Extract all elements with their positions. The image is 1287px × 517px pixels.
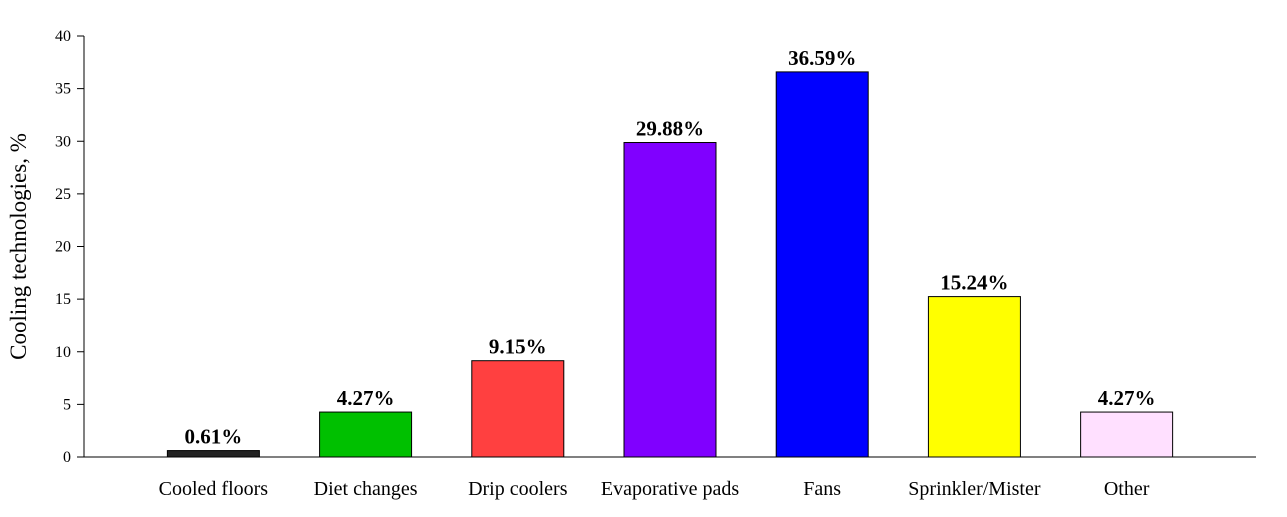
y-tick-label: 15: [55, 291, 71, 308]
bar: [1080, 411, 1174, 458]
y-tick-label: 20: [55, 239, 71, 256]
bar-value-label: 15.24%: [940, 271, 1008, 295]
bar-value-label: 29.88%: [636, 117, 704, 141]
x-category-label: Drip coolers: [468, 478, 568, 500]
x-category-label: Sprinkler/Mister: [908, 478, 1041, 500]
bar: [319, 411, 413, 458]
x-category-label: Diet changes: [314, 478, 418, 500]
bar-value-label: 9.15%: [489, 335, 547, 359]
y-tick-label: 30: [55, 133, 71, 150]
y-axis: 0 5 10 15 20 25 30 35 40: [55, 28, 85, 466]
bar-value-label: 4.27%: [1098, 386, 1156, 410]
bar: [775, 71, 869, 458]
y-axis-title: Cooling technologies, %: [6, 133, 31, 360]
x-category-label: Fans: [803, 478, 841, 500]
y-tick-label: 40: [55, 28, 71, 45]
bars: [166, 71, 1174, 458]
x-axis: Cooled floors Diet changes Drip coolers Eva…: [84, 456, 1256, 500]
y-tick-label: 35: [55, 81, 71, 98]
bar-value-label: 36.59%: [788, 46, 856, 70]
bar: [166, 450, 260, 458]
y-tick-label: 5: [63, 396, 71, 413]
bar: [623, 142, 717, 458]
x-category-label: Cooled floors: [159, 478, 269, 500]
y-tick-label: 10: [55, 344, 71, 361]
x-category-label: Evaporative pads: [601, 478, 739, 500]
data-labels: 0.61% 4.27% 9.15% 29.88% 36.59% 15.24% 4.27%: [185, 46, 1156, 449]
y-tick-label: 25: [55, 186, 71, 203]
y-tick-label: 0: [63, 449, 71, 466]
bar-value-label: 4.27%: [337, 386, 395, 410]
x-category-label: Other: [1104, 478, 1150, 500]
bar-value-label: 0.61%: [185, 425, 243, 449]
bar: [471, 360, 565, 458]
bar: [927, 296, 1021, 458]
